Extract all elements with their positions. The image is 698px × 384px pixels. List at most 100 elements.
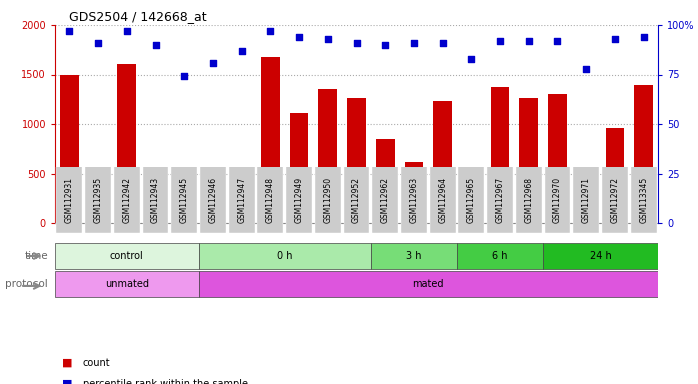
FancyBboxPatch shape: [372, 121, 398, 232]
Point: [408, 40, 419, 46]
FancyBboxPatch shape: [516, 121, 542, 232]
Text: 0 h: 0 h: [277, 251, 292, 261]
FancyBboxPatch shape: [544, 121, 570, 232]
Text: GSM112965: GSM112965: [467, 177, 476, 223]
Bar: [577, 206, 595, 223]
Text: mated: mated: [413, 279, 444, 289]
Bar: [491, 88, 510, 223]
FancyBboxPatch shape: [55, 271, 198, 296]
FancyBboxPatch shape: [198, 243, 371, 268]
Text: 6 h: 6 h: [492, 251, 508, 261]
Text: ■: ■: [62, 379, 73, 384]
Text: GSM112943: GSM112943: [151, 177, 160, 223]
Point: [638, 34, 649, 40]
Text: unmated: unmated: [105, 279, 149, 289]
Point: [466, 56, 477, 62]
Text: GSM112962: GSM112962: [380, 177, 389, 223]
Point: [552, 38, 563, 44]
Bar: [89, 172, 107, 223]
Bar: [548, 94, 567, 223]
Point: [179, 73, 190, 79]
Text: count: count: [83, 358, 110, 368]
Text: GSM112970: GSM112970: [553, 177, 562, 223]
Text: GSM112945: GSM112945: [179, 177, 188, 223]
Point: [380, 42, 391, 48]
Point: [494, 38, 505, 44]
Point: [64, 28, 75, 34]
Bar: [433, 101, 452, 223]
FancyBboxPatch shape: [631, 121, 657, 232]
FancyBboxPatch shape: [114, 121, 140, 232]
Bar: [261, 57, 280, 223]
Bar: [519, 98, 538, 223]
Text: GSM112935: GSM112935: [94, 177, 103, 223]
Bar: [146, 210, 165, 223]
FancyBboxPatch shape: [229, 121, 255, 232]
Text: GSM112947: GSM112947: [237, 177, 246, 223]
Point: [322, 36, 334, 42]
Text: 3 h: 3 h: [406, 251, 422, 261]
FancyBboxPatch shape: [85, 121, 111, 232]
Point: [524, 38, 535, 44]
Bar: [405, 162, 423, 223]
Text: GDS2504 / 142668_at: GDS2504 / 142668_at: [69, 10, 207, 23]
FancyBboxPatch shape: [55, 243, 198, 268]
Bar: [117, 64, 136, 223]
FancyBboxPatch shape: [430, 121, 456, 232]
Bar: [634, 85, 653, 223]
Bar: [232, 188, 251, 223]
Text: GSM113345: GSM113345: [639, 177, 648, 223]
Bar: [318, 89, 337, 223]
Text: GSM112931: GSM112931: [65, 177, 74, 223]
Text: percentile rank within the sample: percentile rank within the sample: [83, 379, 248, 384]
Point: [581, 66, 592, 72]
Point: [609, 36, 621, 42]
Point: [265, 28, 276, 34]
FancyBboxPatch shape: [371, 243, 457, 268]
Text: GSM112949: GSM112949: [295, 177, 304, 223]
FancyBboxPatch shape: [171, 121, 197, 232]
Point: [93, 40, 104, 46]
Point: [236, 48, 247, 54]
Bar: [376, 139, 394, 223]
Text: ■: ■: [62, 358, 73, 368]
Text: GSM112971: GSM112971: [581, 177, 591, 223]
Text: protocol: protocol: [6, 279, 48, 289]
Point: [437, 40, 448, 46]
Text: control: control: [110, 251, 144, 261]
FancyBboxPatch shape: [343, 121, 369, 232]
FancyBboxPatch shape: [573, 121, 599, 232]
FancyBboxPatch shape: [459, 121, 484, 232]
FancyBboxPatch shape: [543, 243, 658, 268]
Text: GSM112946: GSM112946: [209, 177, 218, 223]
Text: GSM112942: GSM112942: [122, 177, 131, 223]
Point: [351, 40, 362, 46]
Text: GSM112967: GSM112967: [496, 177, 505, 223]
Text: GSM112964: GSM112964: [438, 177, 447, 223]
FancyBboxPatch shape: [142, 121, 168, 232]
Text: GSM112952: GSM112952: [352, 177, 361, 223]
Bar: [347, 98, 366, 223]
Point: [150, 42, 161, 48]
Text: GSM112972: GSM112972: [611, 177, 619, 223]
FancyBboxPatch shape: [602, 121, 628, 232]
Text: GSM112963: GSM112963: [410, 177, 418, 223]
FancyBboxPatch shape: [286, 121, 312, 232]
Bar: [175, 212, 193, 223]
Bar: [204, 205, 222, 223]
FancyBboxPatch shape: [487, 121, 513, 232]
FancyBboxPatch shape: [401, 121, 427, 232]
Bar: [606, 129, 624, 223]
Bar: [462, 197, 481, 223]
Text: 24 h: 24 h: [590, 251, 611, 261]
FancyBboxPatch shape: [200, 121, 226, 232]
Text: GSM112968: GSM112968: [524, 177, 533, 223]
FancyBboxPatch shape: [315, 121, 341, 232]
FancyBboxPatch shape: [57, 121, 82, 232]
Point: [293, 34, 304, 40]
Text: GSM112950: GSM112950: [323, 177, 332, 223]
FancyBboxPatch shape: [258, 121, 283, 232]
Bar: [290, 113, 309, 223]
Bar: [60, 74, 79, 223]
FancyBboxPatch shape: [457, 243, 543, 268]
